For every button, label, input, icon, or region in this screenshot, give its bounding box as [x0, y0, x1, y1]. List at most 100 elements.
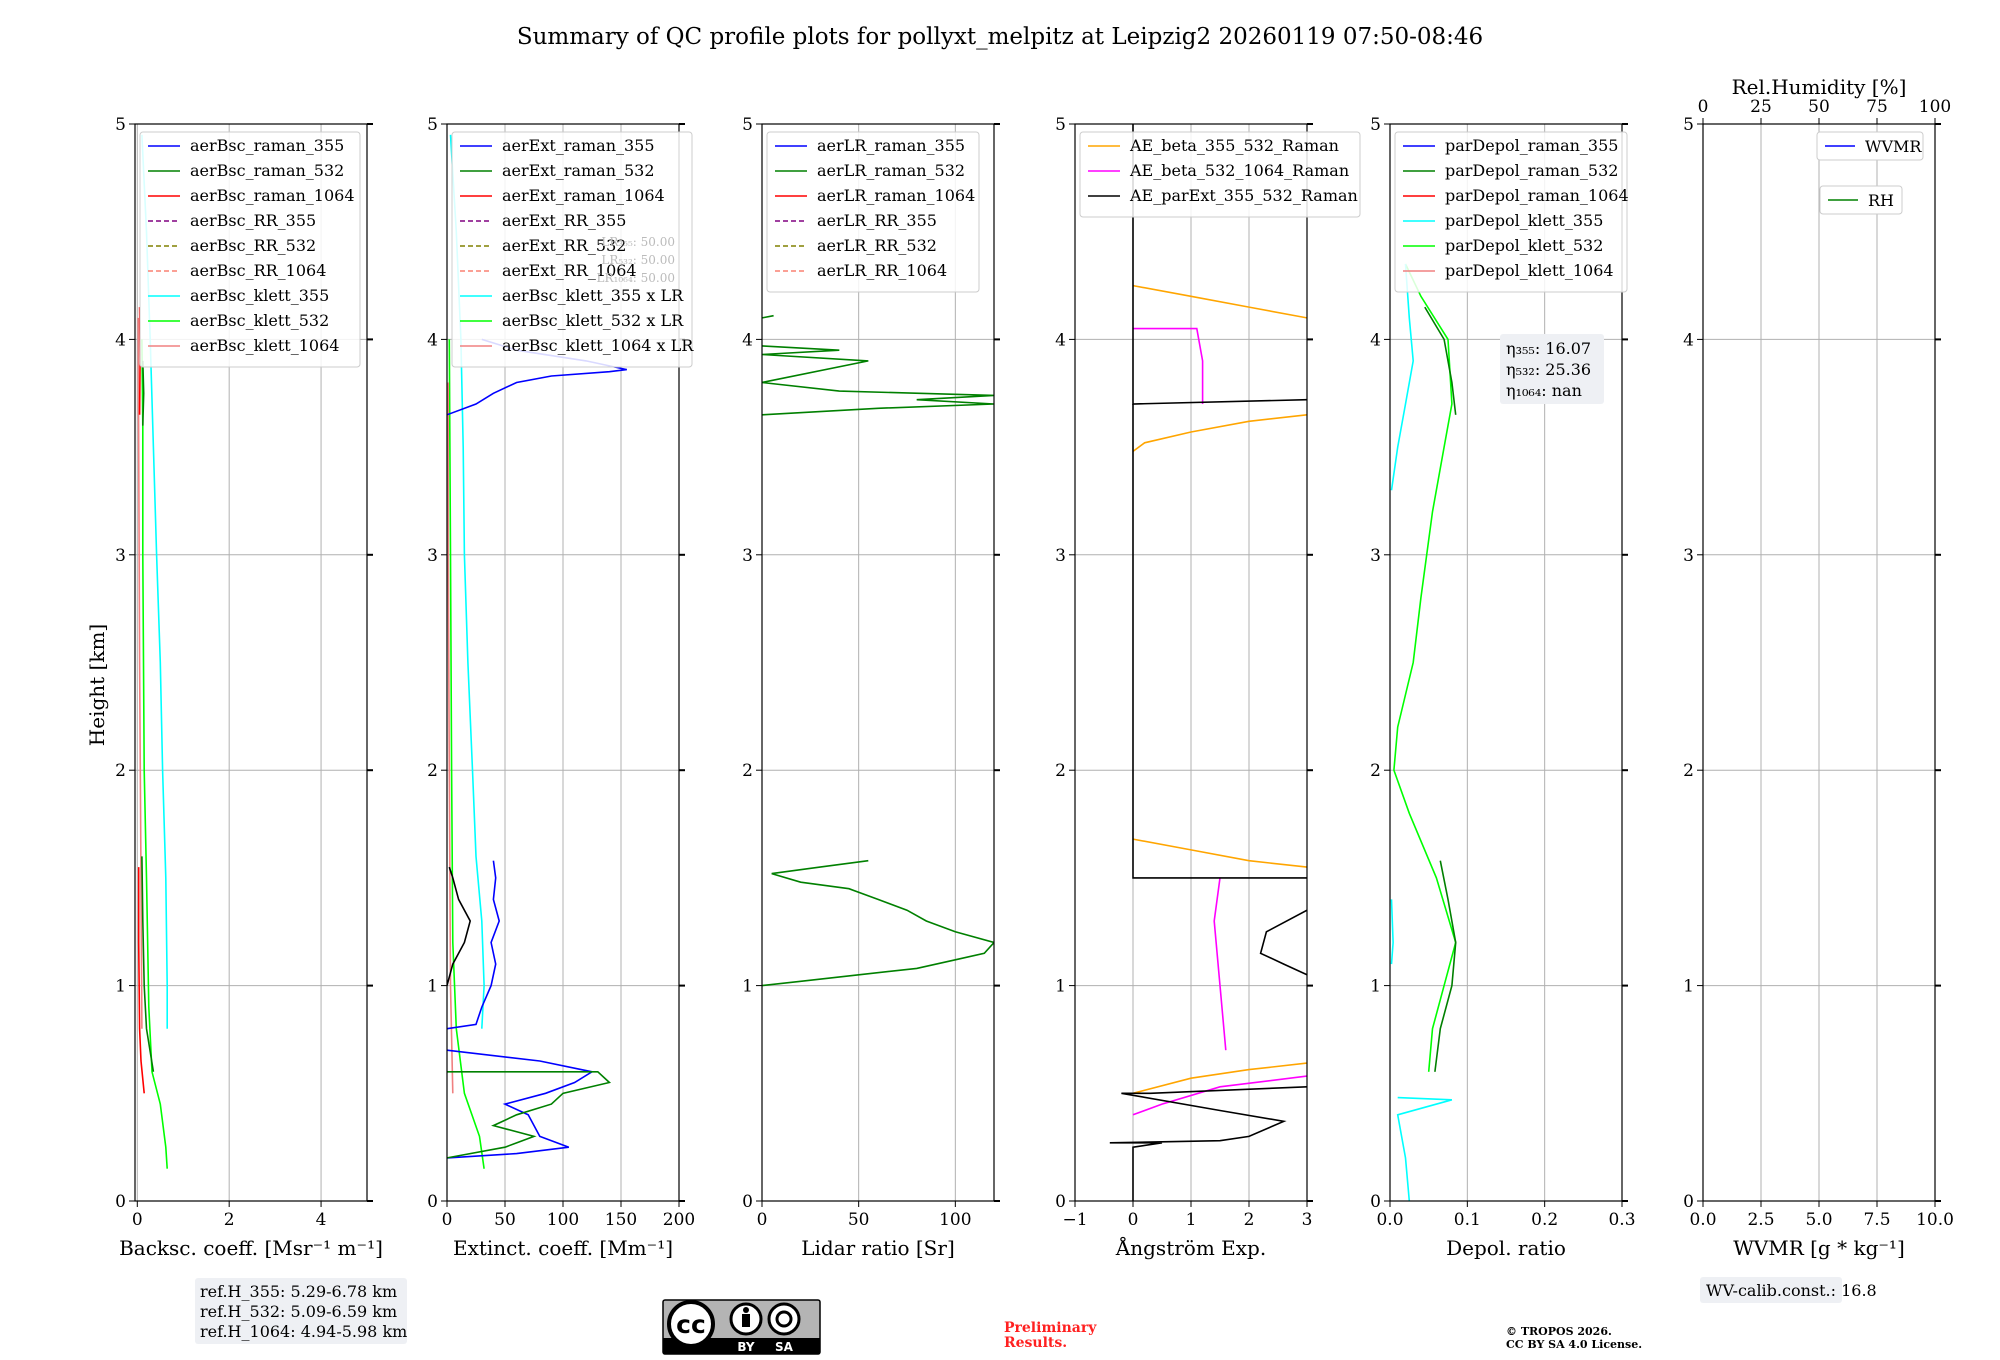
figure-title: Summary of QC profile plots for pollyxt_… [517, 24, 1483, 50]
cc-text: cc [676, 1310, 706, 1339]
y-tick-label: 2 [427, 761, 438, 781]
y-tick-label: 1 [1055, 977, 1066, 997]
series-group-lr [762, 314, 994, 987]
series-AE_parExt_355_532_Raman_bottom [1109, 1086, 1307, 1201]
x-tick-label: 150 [605, 1210, 637, 1230]
x-tick-label: 2.5 [1747, 1210, 1774, 1230]
legend-label: aerLR_RR_1064 [817, 261, 947, 280]
top-tick-label: 100 [1919, 97, 1951, 117]
series-aerExt_raman_355_mid [447, 860, 501, 1030]
x-tick-label: 1 [1186, 1210, 1197, 1230]
legend-wv: WVMR RH [1816, 131, 1924, 215]
legend-label: aerLR_raman_1064 [817, 186, 975, 205]
legend-box [1819, 185, 1903, 215]
panel-bsc: 0 2 4 0 1 2 3 4 5 Backsc. coeff. [Msr⁻¹ m⁻¹] aerBs… [115, 115, 383, 1260]
y-tick-label: 3 [742, 546, 753, 566]
series-parDepol_raman_532_upper [1424, 306, 1457, 415]
x-tick-label: 0.1 [1454, 1210, 1481, 1230]
copyright-line-2: CC BY SA 4.0 License. [1506, 1338, 1642, 1351]
sa-icon [767, 1302, 801, 1336]
x-axis-label-bsc: Backsc. coeff. [Msr⁻¹ m⁻¹] [119, 1236, 383, 1260]
y-tick-label: 0 [115, 1192, 126, 1212]
sa-text: SA [775, 1340, 794, 1354]
series-aerBsc_klett_532 [141, 339, 168, 1169]
x-tick-label: 0 [132, 1210, 143, 1230]
legend-label: AE_beta_532_1064_Raman [1129, 161, 1349, 180]
x-tick-label: 3 [1302, 1210, 1313, 1230]
x-tick-label: 0 [1128, 1210, 1139, 1230]
eta-label: η₃₅₅: 16.07 [1506, 339, 1591, 358]
y-tick-label: 0 [1370, 1192, 1381, 1212]
cc-license-badge: cc BY SA [662, 1299, 821, 1355]
x-tick-label: 0.3 [1608, 1210, 1635, 1230]
legend-label: aerExt_RR_1064 [502, 261, 637, 280]
series-aerBsc_raman_1064 [137, 867, 145, 1094]
series-parDepol_klett_355_mid [1390, 899, 1394, 965]
ref-height-532: ref.H_532: 5.09-6.59 km [200, 1302, 397, 1321]
series-AE_beta_355_532_Raman_low1 [1132, 838, 1307, 868]
y-tick-label: 5 [1370, 115, 1381, 135]
y-tick-label: 1 [115, 977, 126, 997]
series-aerExt_raman_532_low [447, 1071, 612, 1159]
preliminary-line-1: Preliminary [1004, 1320, 1097, 1336]
y-tick-label: 3 [1055, 546, 1066, 566]
preliminary-line-2: Results. [1004, 1335, 1067, 1351]
series-aerExt_raman_355_low [447, 1049, 595, 1159]
x-tick-label: 200 [663, 1210, 695, 1230]
series-AE_parExt_355_532_Raman_mid [1132, 404, 1307, 879]
legend-label: aerLR_RR_532 [817, 236, 937, 255]
y-tick-label: 2 [1055, 761, 1066, 781]
eta-label: η₁₀₆₄: nan [1506, 381, 1582, 400]
eta-box [1500, 334, 1604, 404]
legend-lr: aerLR_raman_355 aerLR_raman_532 aerLR_rama… [766, 131, 980, 293]
legend-label: aerBsc_RR_532 [190, 236, 316, 255]
legend-label: aerBsc_raman_532 [190, 161, 344, 180]
legend-label: parDepol_klett_1064 [1445, 261, 1614, 280]
y-tick-label: 5 [427, 115, 438, 135]
x-axis-label-depol: Depol. ratio [1446, 1236, 1566, 1260]
y-tick-label: 4 [1055, 330, 1066, 350]
series-AE_beta_355_532_Raman_top [1132, 284, 1307, 319]
lr-annotation: LR₅₃₂: 50.00 [601, 253, 675, 267]
legend-box [1394, 131, 1628, 293]
series-aerBsc_klett_532 x LR [448, 339, 485, 1169]
x-tick-label: 7.5 [1863, 1210, 1890, 1230]
x-tick-label: 0.0 [1689, 1210, 1716, 1230]
y-tick-label: 4 [742, 330, 753, 350]
legend-box [451, 131, 693, 368]
series-aerLR_raman_532_upper [762, 345, 994, 416]
legend-label: parDepol_klett_532 [1445, 236, 1603, 255]
wv-calib-text: WV-calib.const.: 16.8 [1706, 1281, 1877, 1300]
legend-box [1816, 131, 1924, 161]
series-aerExt_raman_532_mid [447, 866, 472, 986]
wv-calib-box: WV-calib.const.: 16.8 [1700, 1277, 1877, 1303]
series-AE_beta_532_1064_Raman_bottom [1132, 1075, 1307, 1116]
panel-wv: 0.0 2.5 5.0 7.5 10.0 0 1 2 3 4 5 WVMR [g * kg⁻¹] 0 25… [1683, 75, 1954, 1260]
legend-label: AE_parExt_355_532_Raman [1129, 186, 1358, 205]
y-tick-label: 5 [115, 115, 126, 135]
panels: 0 2 4 0 1 2 3 4 5 Backsc. coeff. [Msr⁻¹ m⁻¹] aerBs… [115, 75, 1954, 1260]
legend-label: aerExt_raman_355 [502, 136, 655, 155]
legend-label: aerBsc_klett_532 [190, 311, 329, 330]
x-tick-label: −1 [1062, 1210, 1087, 1230]
legend-box [1079, 131, 1361, 218]
legend-label: aerBsc_klett_355 [190, 286, 329, 305]
series-AE_beta_355_532_Raman_mid [1132, 414, 1307, 453]
legend-bsc: aerBsc_raman_355 aerBsc_raman_532 aerBsc_r… [139, 131, 361, 368]
series-AE_beta_532_1064_Raman_top [1133, 327, 1204, 404]
legend-label: aerBsc_klett_1064 [190, 336, 339, 355]
series-aerLR_raman_532_low [762, 859, 994, 987]
series-group-depol [1390, 263, 1457, 1201]
ref-height-355: ref.H_355: 5.29-6.78 km [200, 1282, 397, 1301]
y-tick-label: 3 [427, 546, 438, 566]
lr-annotation: LR₃₅₅: 50.00 [601, 235, 675, 249]
y-tick-label: 5 [1055, 115, 1066, 135]
y-tick-label: 5 [1683, 115, 1694, 135]
y-tick-label: 0 [1683, 1192, 1694, 1212]
legend-label: parDepol_raman_1064 [1445, 186, 1629, 205]
y-tick-label: 1 [742, 977, 753, 997]
legend-label: parDepol_raman_355 [1445, 136, 1618, 155]
y-tick-label: 2 [1683, 761, 1694, 781]
axes-frame-bsc [134, 123, 368, 1202]
